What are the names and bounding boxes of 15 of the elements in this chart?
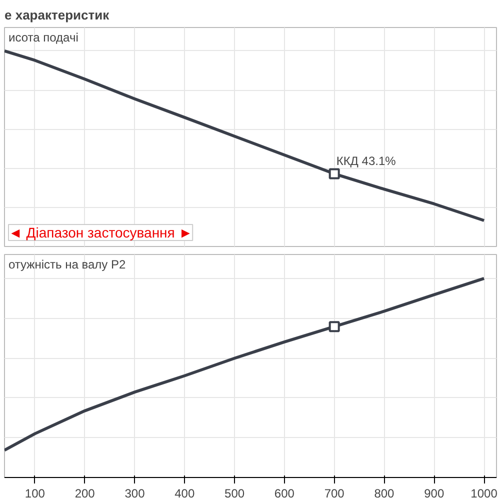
x-tick-label: 400	[174, 486, 195, 500]
annotation: ККД 43.1%	[336, 154, 396, 168]
x-tick-label: 600	[274, 486, 295, 500]
x-tick-label: 200	[74, 486, 96, 500]
chart-title: е характеристик	[4, 8, 110, 22]
text: исота подачі	[8, 30, 78, 44]
x-tick-label: 1000	[470, 486, 498, 500]
x-tick-label: 300	[124, 486, 146, 500]
x-tick-label: 700	[324, 486, 345, 500]
x-tick-label: 100	[24, 486, 46, 500]
x-tick-label: 900	[424, 486, 444, 500]
text: отужність на валу P2	[8, 258, 126, 272]
annotation: ◄ Діапазон застосування ►	[8, 224, 193, 240]
x-tick-label: 500	[224, 486, 245, 500]
x-tick-label: 800	[374, 486, 395, 500]
